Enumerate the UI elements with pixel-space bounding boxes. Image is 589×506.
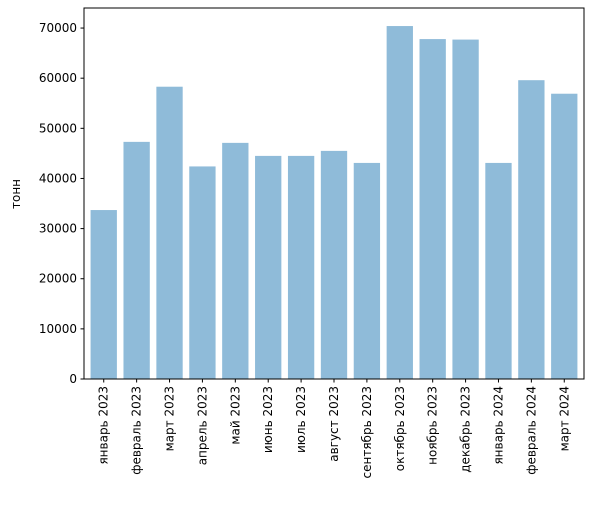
x-tick-label-2: февраль 2023 [130, 386, 144, 475]
y-tick-label-7: 70000 [39, 21, 77, 35]
bar-1 [90, 210, 117, 379]
bars-group [90, 26, 578, 380]
x-tick-label-15: март 2024 [557, 386, 571, 451]
x-tick-label-6: июнь 2023 [261, 386, 275, 453]
x-tick-label-7: июль 2023 [294, 386, 308, 453]
x-axis: январь 2023 февраль 2023 март 2023 апрель 2… [97, 379, 571, 478]
x-tick-label-10: октябрь 2023 [393, 386, 407, 471]
x-tick-label-3: март 2023 [163, 386, 177, 451]
bar-14 [518, 80, 545, 380]
bar-3 [156, 86, 183, 380]
x-tick-label-12: декабрь 2023 [459, 386, 473, 473]
bar-2 [123, 141, 150, 379]
x-tick-label-8: август 2023 [327, 386, 341, 462]
x-tick-label-4: апрель 2023 [195, 386, 209, 465]
x-tick-label-11: ноябрь 2023 [426, 386, 440, 465]
bar-7 [287, 155, 315, 379]
y-tick-label-5: 50000 [39, 121, 77, 135]
y-tick-label-3: 30000 [39, 222, 77, 236]
x-tick-label-13: январь 2024 [491, 386, 505, 465]
bar-10 [386, 26, 413, 380]
x-tick-label-9: сентябрь 2023 [360, 386, 374, 478]
x-tick-label-1: январь 2023 [97, 386, 111, 465]
y-tick-label-0: 0 [69, 372, 77, 386]
plot-frame [83, 7, 585, 380]
x-tick-label-14: февраль 2024 [524, 386, 538, 475]
x-tick-label-5: май 2023 [228, 386, 242, 445]
y-tick-label-2: 20000 [39, 272, 77, 286]
bar-15 [551, 93, 578, 379]
bar-6 [255, 155, 282, 379]
y-tick-label-6: 60000 [39, 71, 77, 85]
bar-13 [485, 162, 512, 379]
y-tick-label-1: 10000 [39, 322, 77, 336]
bar-11 [419, 39, 446, 380]
bar-5 [222, 142, 249, 379]
bar-4 [189, 166, 216, 379]
y-tick-label-4: 40000 [39, 171, 77, 185]
y-axis: 0 10000 20000 30000 40000 50000 60000 70000 [39, 21, 84, 386]
bar-12 [452, 39, 479, 379]
bar-9 [353, 162, 381, 379]
y-axis-label: тонн [9, 179, 23, 209]
bar-8 [320, 150, 348, 379]
